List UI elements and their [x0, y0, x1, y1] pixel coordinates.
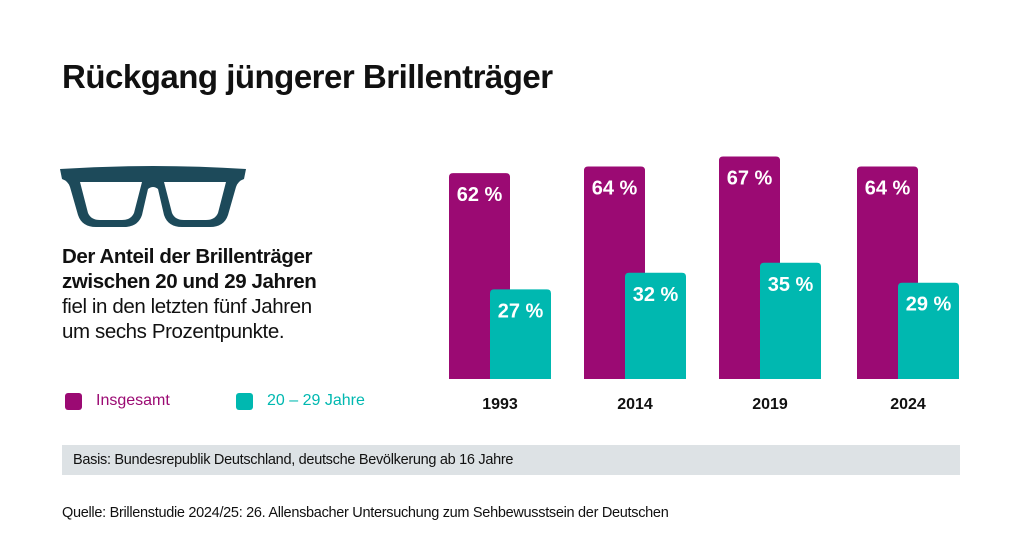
- x-tick-label: 1993: [482, 396, 518, 413]
- x-tick-label: 2019: [752, 396, 788, 413]
- eyeglasses-icon: [60, 166, 246, 227]
- data-label: 35 %: [768, 274, 814, 296]
- bar-20-29-1993: [490, 289, 551, 379]
- page-title: Rückgang jüngerer Brillenträger: [62, 58, 553, 95]
- bar-20-29-2019: [760, 262, 821, 379]
- data-label: 32 %: [633, 284, 679, 306]
- data-label: 64 %: [865, 178, 911, 200]
- bar-chart: 62 % 27 % 1993 64 % 32 % 2014 67 % 35 % 2019 64 %…: [449, 156, 959, 413]
- legend-label: 20 – 29 Jahre: [267, 392, 365, 409]
- bar-20-29-2014: [625, 272, 686, 379]
- description: Der Anteil der Brillenträger zwischen 20…: [62, 244, 317, 344]
- bar-20-29-2024: [898, 282, 959, 379]
- description-line-2: um sechs Prozentpunkte.: [62, 320, 285, 343]
- data-label: 67 %: [727, 168, 773, 190]
- x-tick-label: 2024: [890, 396, 926, 413]
- legend-label: Insgesamt: [96, 392, 170, 409]
- legend-swatch: [236, 392, 253, 410]
- description-line-1: fiel in den letzten fünf Jahren: [62, 295, 312, 318]
- data-label: 62 %: [457, 184, 503, 206]
- legend-20-29: 20 – 29 Jahre: [236, 392, 365, 410]
- description-bold-2: zwischen 20 und 29 Jahren: [62, 270, 317, 293]
- description-bold-1: Der Anteil der Brillenträger: [62, 245, 313, 268]
- data-label: 64 %: [592, 178, 638, 200]
- data-label: 29 %: [906, 294, 952, 316]
- legend-insgesamt: Insgesamt: [65, 392, 170, 410]
- basis-note: Basis: Bundesrepublik Deutschland, deuts…: [62, 445, 960, 475]
- source-note: Quelle: Brillenstudie 2024/25: 26. Allen…: [62, 505, 669, 521]
- x-tick-label: 2014: [617, 396, 653, 413]
- legend-swatch: [65, 392, 82, 410]
- data-label: 27 %: [498, 300, 544, 322]
